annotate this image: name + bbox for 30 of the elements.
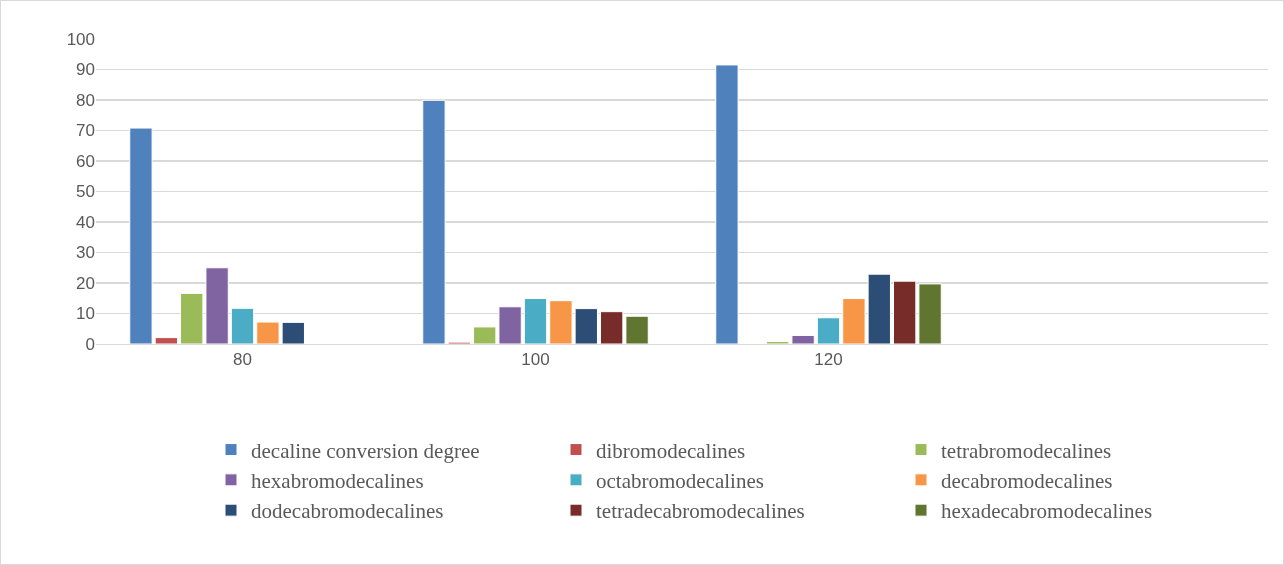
bar [523,298,548,344]
bar [422,99,446,344]
y-tick-label: 90 [76,60,95,80]
y-tick-label: 40 [76,212,95,232]
legend-label: hexadecabromodecalines [941,499,1153,524]
legend-label: octabromodecalines [596,469,764,494]
legend-label: dibromodecalines [596,438,746,463]
y-tick-label: 80 [76,90,95,110]
y-tick-label: 0 [85,334,95,354]
bar [715,64,739,344]
legend-label: decaline conversion degree [251,438,480,463]
bar [154,337,178,344]
legend-label: tetradecabromodecalines [596,499,805,524]
x-tick-label: 80 [233,350,252,370]
bar [230,307,255,344]
y-tick-label: 10 [76,304,95,324]
y-tick-label: 20 [76,273,95,293]
x-tick-label: 120 [814,350,843,370]
x-tick-label: 100 [521,350,550,370]
legend-label: tetrabromodecalines [941,438,1112,463]
y-tick-label: 30 [76,243,95,263]
y-tick-label: 50 [76,182,95,202]
bar [129,127,153,344]
legend-label: dodecabromodecalines [251,499,444,524]
legend-label: hexabromodecalines [251,469,424,494]
legend-label: decabromodecalines [941,469,1113,494]
y-tick-label: 100 [66,29,95,49]
bar [816,317,841,344]
y-tick-label: 60 [76,151,95,171]
y-tick-label: 70 [76,121,95,141]
